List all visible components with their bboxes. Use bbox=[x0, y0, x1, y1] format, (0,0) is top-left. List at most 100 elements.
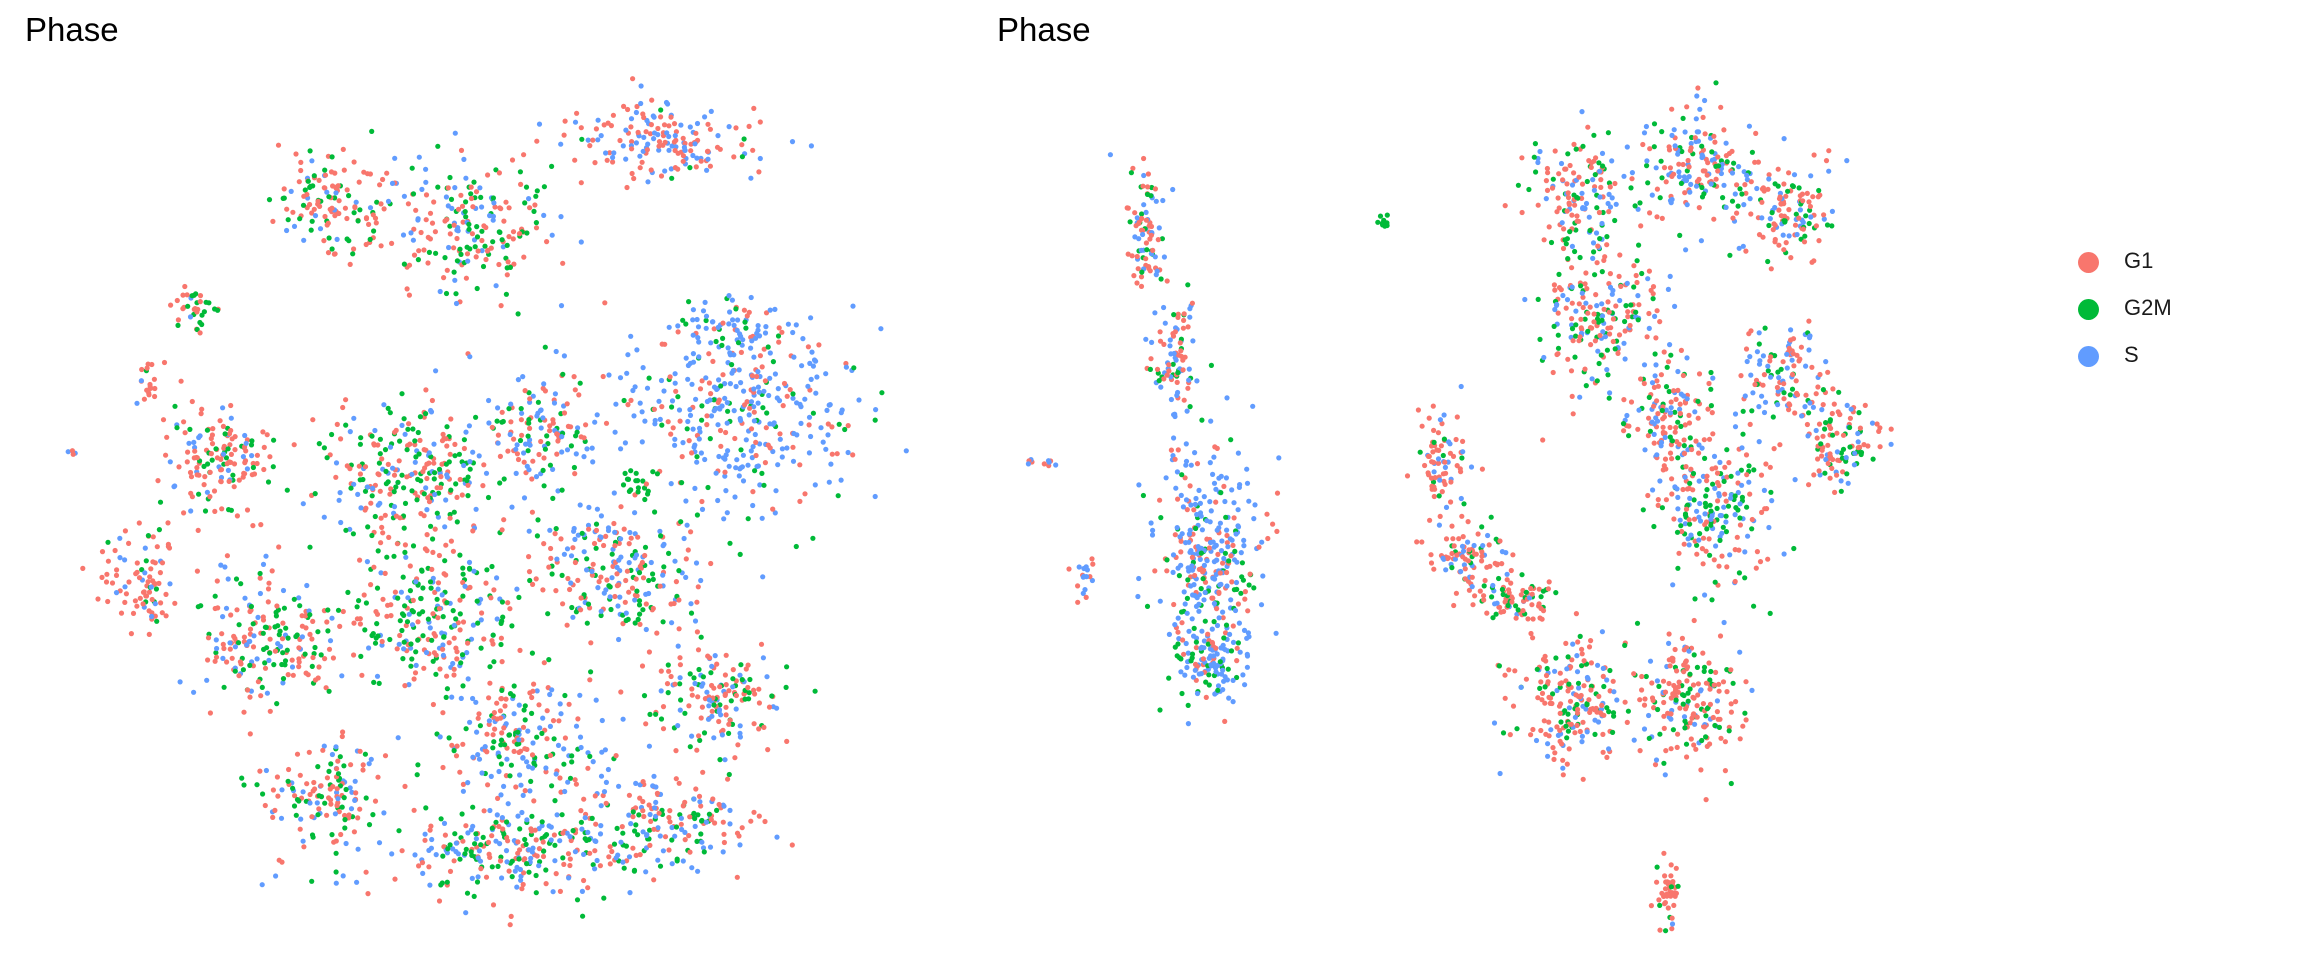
right-point-g1 bbox=[1753, 130, 1759, 136]
right-point-g2m bbox=[1635, 317, 1641, 323]
right-point-g2m bbox=[1488, 514, 1494, 520]
right-point-s bbox=[1593, 230, 1600, 236]
right-point-g1 bbox=[1756, 232, 1763, 238]
right-point-g1 bbox=[1715, 154, 1721, 160]
left-point-g1 bbox=[630, 76, 636, 82]
right-point-s bbox=[1199, 644, 1205, 651]
right-point-s bbox=[1469, 584, 1475, 590]
right-point-s bbox=[1207, 499, 1213, 505]
left-point-g2m bbox=[329, 154, 335, 160]
right-point-s bbox=[1240, 672, 1246, 678]
left-point-g1 bbox=[340, 146, 346, 152]
left-point-g2m bbox=[453, 291, 459, 297]
left-point-g2m bbox=[669, 175, 675, 181]
left-point-s bbox=[437, 288, 443, 295]
right-point-g2m bbox=[1591, 132, 1597, 138]
left-point-g1 bbox=[404, 286, 410, 292]
right-point-s bbox=[1181, 589, 1187, 595]
right-point-s bbox=[1232, 607, 1239, 614]
left-point-g1 bbox=[506, 234, 512, 240]
left-point-g1 bbox=[333, 185, 339, 191]
right-point-g1 bbox=[1695, 85, 1701, 91]
left-point-g1 bbox=[309, 210, 315, 216]
right-point-g1 bbox=[1174, 379, 1180, 385]
right-point-s bbox=[1693, 116, 1699, 122]
right-point-s bbox=[1586, 214, 1592, 220]
right-point-g1 bbox=[1435, 430, 1441, 436]
right-point-g2m bbox=[1537, 336, 1543, 342]
right-point-g1 bbox=[1811, 152, 1817, 158]
right-point-g2m bbox=[1375, 219, 1381, 225]
right-point-g1 bbox=[1427, 517, 1433, 523]
right-point-g1 bbox=[1811, 258, 1817, 264]
right-point-s bbox=[1537, 148, 1543, 155]
right-point-s bbox=[1607, 284, 1614, 290]
left-point-g1 bbox=[521, 152, 527, 158]
right-point-s bbox=[1687, 189, 1693, 195]
right-point-g1 bbox=[1771, 221, 1777, 227]
right-point-s bbox=[1258, 602, 1265, 608]
right-point-s bbox=[1208, 508, 1214, 514]
right-point-g1 bbox=[1175, 447, 1181, 453]
left-point-g1 bbox=[455, 206, 462, 212]
left-point-g1 bbox=[578, 180, 584, 186]
right-point-g2m bbox=[1749, 149, 1755, 155]
right-point-s bbox=[1684, 355, 1690, 361]
right-point-g1 bbox=[1684, 104, 1690, 110]
right-point-g2m bbox=[1187, 404, 1193, 410]
right-point-s bbox=[1242, 682, 1248, 688]
left-point-g1 bbox=[498, 303, 504, 309]
left-point-g1 bbox=[592, 160, 598, 166]
right-point-g1 bbox=[1646, 310, 1652, 317]
right-point-s bbox=[1597, 168, 1603, 174]
right-point-g2m bbox=[1668, 352, 1674, 358]
right-point-s bbox=[1199, 628, 1205, 634]
right-point-g2m bbox=[1500, 591, 1506, 598]
left-point-g1 bbox=[610, 112, 617, 118]
right-point-g1 bbox=[1608, 325, 1614, 331]
right-point-s bbox=[1214, 527, 1220, 533]
right-point-s bbox=[1076, 564, 1082, 570]
left-point-g1 bbox=[431, 199, 437, 205]
left-point-g1 bbox=[680, 135, 686, 141]
right-point-s bbox=[1675, 151, 1681, 157]
right-point-s bbox=[1669, 132, 1675, 138]
right-point-g1 bbox=[1508, 567, 1514, 574]
right-point-s bbox=[1223, 475, 1229, 481]
right-point-g1 bbox=[1205, 631, 1211, 637]
right-point-g2m bbox=[1217, 659, 1223, 665]
right-point-g2m bbox=[1578, 283, 1584, 289]
right-point-s bbox=[1431, 469, 1437, 475]
right-point-s bbox=[1186, 366, 1192, 372]
right-point-g1 bbox=[1569, 316, 1575, 322]
right-point-g2m bbox=[1193, 639, 1199, 645]
right-point-s bbox=[1084, 567, 1090, 573]
right-point-s bbox=[1211, 544, 1217, 550]
left-point-g1 bbox=[658, 114, 664, 120]
right-point-g1 bbox=[1217, 570, 1223, 576]
left-point-g1 bbox=[649, 97, 655, 103]
right-point-g1 bbox=[1587, 304, 1593, 310]
right-point-s bbox=[1597, 194, 1603, 200]
right-point-g2m bbox=[1198, 550, 1204, 556]
right-point-s bbox=[1231, 557, 1238, 563]
right-point-g1 bbox=[1442, 459, 1448, 465]
right-point-g1 bbox=[1431, 566, 1437, 572]
right-point-g2m bbox=[1659, 129, 1665, 135]
right-point-g1 bbox=[1560, 245, 1567, 252]
right-point-g1 bbox=[1681, 437, 1687, 443]
right-point-g2m bbox=[1459, 455, 1465, 461]
right-point-g2m bbox=[1548, 239, 1555, 246]
right-point-g1 bbox=[1164, 568, 1170, 574]
right-point-g1 bbox=[1530, 616, 1536, 622]
left-point-g1 bbox=[344, 187, 350, 193]
left-point-g1 bbox=[621, 103, 627, 109]
right-point-g1 bbox=[1270, 521, 1276, 527]
left-point-g1 bbox=[301, 193, 307, 199]
right-point-g1 bbox=[1539, 616, 1545, 622]
right-point-g1 bbox=[1709, 410, 1715, 416]
left-point-s bbox=[663, 99, 670, 106]
right-point-g1 bbox=[1175, 496, 1181, 502]
right-point-g1 bbox=[1570, 411, 1576, 417]
left-point-g1 bbox=[411, 226, 417, 232]
